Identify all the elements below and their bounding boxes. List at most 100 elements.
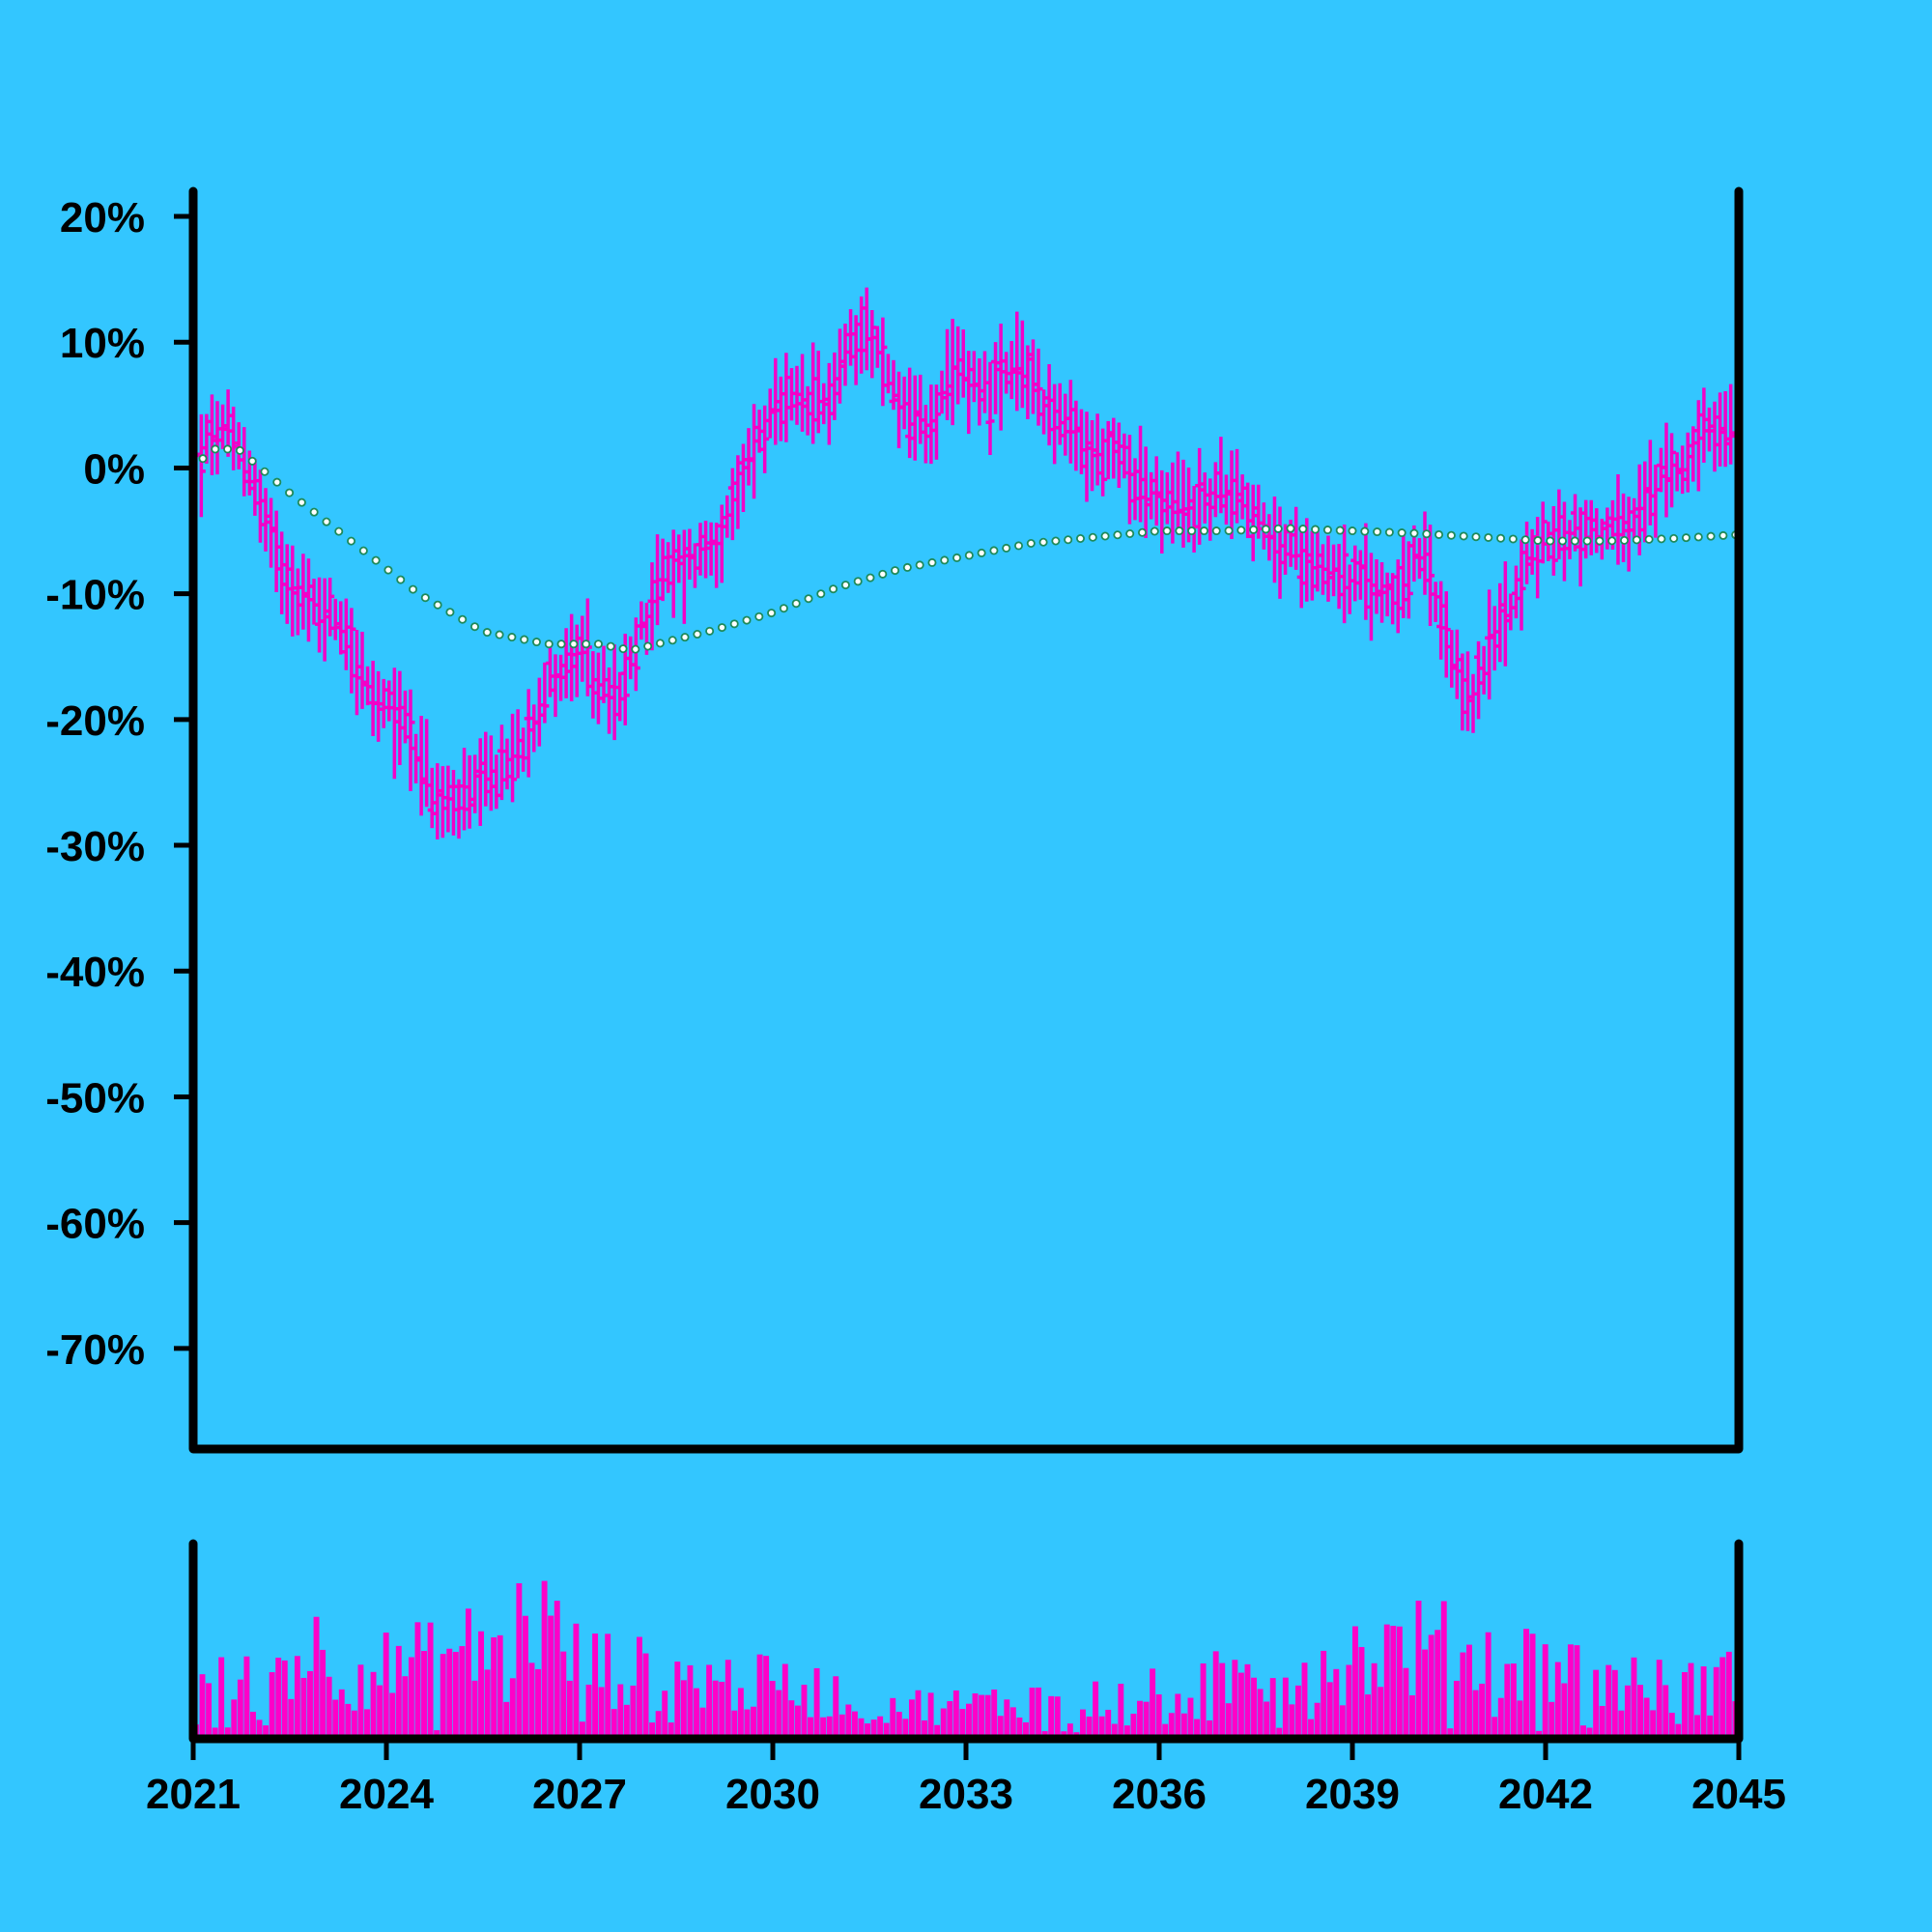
ohlc-bar (1210, 462, 1220, 518)
moving-average-point (729, 619, 739, 629)
ohlc-bar (1350, 545, 1360, 602)
volume-bar (263, 1725, 270, 1739)
ohlc-bar (1002, 352, 1011, 394)
ohlc-bar (567, 613, 577, 702)
volume-bar (1694, 1715, 1700, 1739)
ohlc-bar (229, 406, 239, 470)
ohlc-bar (615, 671, 625, 722)
moving-average-point (1384, 527, 1394, 537)
moving-average-point (1224, 526, 1234, 535)
ohlc-bar (1098, 428, 1108, 497)
ohlc-bar (1672, 452, 1682, 492)
moving-average-point (1064, 535, 1073, 545)
ohlc-bar (347, 608, 356, 694)
volume-bar (801, 1685, 808, 1739)
volume-bar (1237, 1672, 1244, 1739)
moving-average-point (1187, 526, 1197, 536)
ohlc-bar (1426, 525, 1435, 627)
moving-average-point (1335, 526, 1345, 535)
volume-bar (845, 1704, 852, 1739)
ohlc-bar (1720, 391, 1730, 468)
volume-bar (870, 1719, 877, 1739)
moving-average-point (1038, 537, 1048, 547)
ohlc-bar (1511, 565, 1520, 619)
ohlc-bar (1517, 539, 1526, 631)
ohlc-bar (781, 353, 791, 442)
ohlc-bar (953, 326, 963, 405)
volume-bar (237, 1679, 243, 1739)
volume-bar (915, 1690, 922, 1739)
ohlc-bar (588, 651, 598, 719)
moving-average-point (1595, 536, 1605, 546)
moving-average-point (1681, 533, 1690, 543)
moving-average-point (1533, 535, 1543, 545)
volume-bar (940, 1708, 947, 1739)
ohlc-bar (1420, 511, 1430, 595)
volume-bar (1225, 1703, 1232, 1739)
moving-average-point (1100, 531, 1110, 541)
ohlc-bar (341, 598, 351, 670)
volume-bar (813, 1667, 820, 1739)
ohlc-bar (1414, 538, 1424, 580)
ohlc-bar (931, 384, 941, 460)
moving-average-point (816, 589, 826, 599)
volume-bar (751, 1706, 756, 1739)
ohlc-bar (465, 754, 474, 829)
ohlc-bar (524, 689, 533, 778)
ohlc-bar (326, 577, 335, 637)
volume-bar (1294, 1685, 1301, 1739)
volume-bar (680, 1680, 687, 1739)
volume-bar (1352, 1626, 1358, 1739)
volume-bar (1517, 1700, 1523, 1739)
ohlc-series (191, 287, 1741, 840)
moving-average-point (631, 644, 640, 654)
ohlc-bar (1345, 564, 1354, 614)
ohlc-bar (910, 375, 920, 461)
volume-bar (1207, 1719, 1213, 1739)
volume-bar (1492, 1717, 1498, 1739)
moving-average-point (643, 641, 653, 651)
volume-bar (332, 1699, 339, 1739)
moving-average-point (1607, 536, 1617, 546)
ohlc-bar (899, 376, 909, 430)
volume-bar (630, 1685, 637, 1739)
volume-bar (1529, 1634, 1536, 1739)
ohlc-bar (1565, 520, 1575, 559)
volume-bar (947, 1701, 953, 1739)
ohlc-bar (1388, 573, 1398, 625)
moving-average-point (1693, 532, 1703, 542)
ohlc-bar (282, 544, 292, 624)
moving-average-point (1558, 536, 1568, 546)
volume-bar (997, 1716, 1004, 1739)
ohlc-bar (1431, 582, 1440, 622)
volume-panel: 2021 2024 2027 2030 2033 2036 2039 2042 2045 (146, 1539, 1786, 1818)
ohlc-bar (395, 670, 405, 765)
ohlc-bar (470, 754, 480, 813)
volume-bar (446, 1648, 453, 1739)
volume-bar (212, 1727, 218, 1739)
moving-average-point (520, 635, 529, 644)
ohlc-bar (1699, 387, 1709, 464)
volume-bar (851, 1711, 858, 1739)
volume-bar (1143, 1701, 1150, 1739)
moving-average-point (989, 546, 999, 555)
ohlc-bar (605, 668, 614, 734)
volume-bar (497, 1634, 503, 1739)
ohlc-bar (685, 528, 695, 581)
volume-bar (1656, 1660, 1662, 1739)
volume-bar (1036, 1687, 1042, 1739)
volume-bar (243, 1656, 250, 1739)
ohlc-bar (1093, 413, 1102, 486)
moving-average-point (569, 639, 579, 649)
volume-bar (1497, 1697, 1504, 1739)
x-tick-label: 2027 (532, 1771, 627, 1818)
volume-bar (294, 1656, 300, 1739)
ohlc-bar (293, 568, 302, 636)
volume-bar (548, 1615, 554, 1739)
volume-bar (1155, 1694, 1162, 1739)
ohlc-bar (1441, 591, 1451, 678)
ohlc-bar (658, 538, 668, 602)
volume-bar (1378, 1687, 1384, 1739)
ohlc-bar (1436, 581, 1446, 660)
volume-bar (1719, 1657, 1726, 1739)
